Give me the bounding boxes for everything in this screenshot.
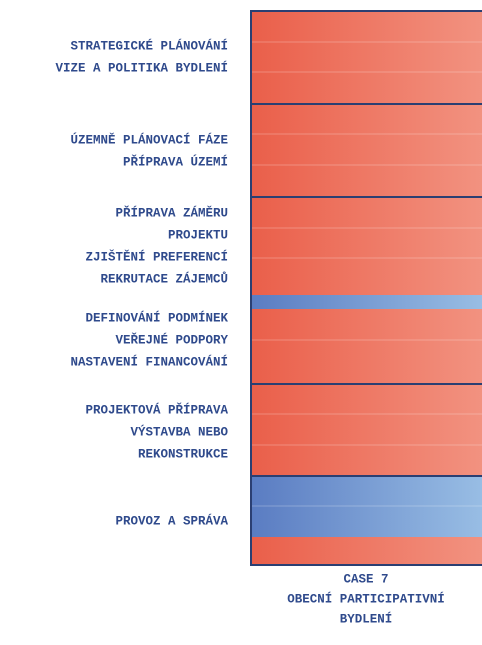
stage-label: STRATEGICKÉ PLÁNOVÁNÍ bbox=[70, 38, 228, 53]
blue-segment bbox=[251, 295, 482, 309]
stage-label: PROVOZ A SPRÁVA bbox=[115, 513, 228, 528]
stage-label: DEFINOVÁNÍ PODMÍNEK bbox=[85, 310, 228, 325]
stage-label: VIZE A POLITIKA BYDLENÍ bbox=[55, 60, 228, 75]
stage-label: VEŘEJNÉ PODPORY bbox=[115, 332, 228, 347]
column bbox=[250, 10, 482, 566]
stage-label: PROJEKTOVÁ PŘÍPRAVA bbox=[85, 402, 228, 417]
red-segment bbox=[251, 11, 482, 295]
stage-label: PŘÍPRAVA ÚZEMÍ bbox=[123, 154, 228, 169]
red-segment bbox=[251, 537, 482, 565]
blue-segment bbox=[251, 476, 482, 537]
stage-label: ÚZEMNĚ PLÁNOVACÍ FÁZE bbox=[70, 132, 228, 147]
stage-label: VÝSTAVBA NEBO bbox=[130, 424, 228, 439]
caption: BYDLENÍ bbox=[340, 611, 393, 626]
faint-lines bbox=[251, 41, 482, 507]
stage-label: REKRUTACE ZÁJEMCŮ bbox=[100, 271, 228, 286]
stage-label: PŘÍPRAVA ZÁMĚRU bbox=[115, 205, 228, 220]
stage-label: ZJIŠTĚNÍ PREFERENCÍ bbox=[85, 249, 228, 264]
stage-label: PROJEKTU bbox=[168, 228, 228, 242]
stage-label: REKONSTRUKCE bbox=[138, 447, 228, 461]
caption: OBECNÍ PARTICIPATIVNÍ bbox=[287, 591, 445, 606]
stage-label: NASTAVENÍ FINANCOVÁNÍ bbox=[70, 354, 228, 369]
borders bbox=[250, 10, 482, 566]
caption: CASE 7 bbox=[343, 572, 388, 586]
red-segment bbox=[251, 309, 482, 476]
